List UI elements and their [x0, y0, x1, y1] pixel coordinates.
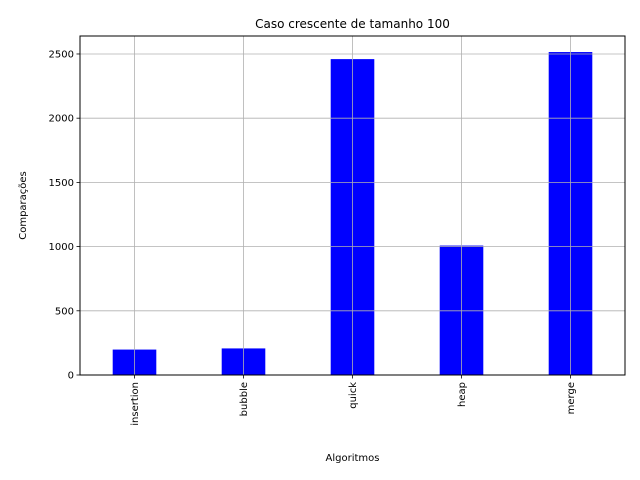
x-axis-label: Algoritmos	[326, 453, 380, 464]
x-tick-label-merge: merge	[566, 382, 577, 414]
grid-layer	[80, 36, 625, 376]
x-tick-label-quick: quick	[348, 382, 359, 409]
y-tick-label-500: 500	[55, 306, 74, 317]
x-axis: insertion bubble quick heap merge	[130, 375, 577, 426]
x-tick-label-bubble: bubble	[239, 382, 250, 416]
y-tick-label-1000: 1000	[49, 242, 74, 253]
y-tick-label-2500: 2500	[49, 49, 74, 60]
chart-title: Caso crescente de tamanho 100	[255, 17, 450, 31]
y-tick-label-1500: 1500	[49, 178, 74, 189]
y-axis-label: Comparações	[18, 171, 29, 240]
x-tick-label-insertion: insertion	[130, 382, 141, 426]
y-axis: 0 500 1000 1500 2000 2500	[49, 49, 80, 382]
y-tick-label-2000: 2000	[49, 114, 74, 125]
x-tick-label-heap: heap	[457, 382, 468, 407]
y-tick-label-0: 0	[68, 371, 74, 382]
